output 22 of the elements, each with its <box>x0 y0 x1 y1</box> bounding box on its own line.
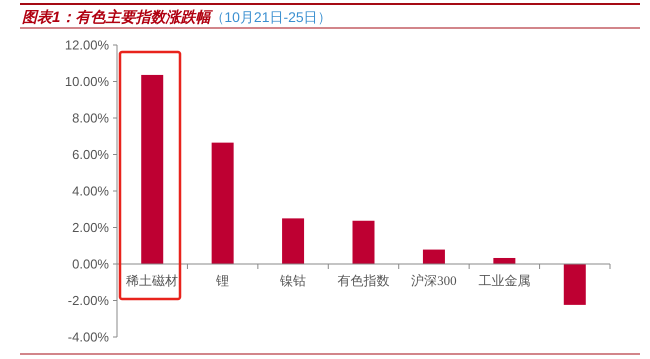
bar <box>493 258 516 264</box>
x-tick-label: 锂 <box>215 273 230 288</box>
x-tick-label: 有色指数 <box>338 273 390 288</box>
x-tick-label: 工业金属 <box>478 273 530 288</box>
bar <box>282 218 304 264</box>
x-tick-label: 镍钴 <box>279 273 306 288</box>
bar <box>352 220 374 264</box>
bar <box>422 250 445 264</box>
y-tick-label: 8.00% <box>72 110 110 126</box>
bar <box>212 142 234 264</box>
y-tick-label: 12.00% <box>64 38 110 52</box>
y-tick-label: 6.00% <box>72 147 110 162</box>
x-tick-label: 沪深300 <box>411 273 457 288</box>
y-tick-label: 2.00% <box>72 220 110 235</box>
y-tick-label: 10.00% <box>64 74 110 89</box>
y-tick-label: 4.00% <box>72 184 110 198</box>
bar <box>564 264 586 305</box>
y-tick-label: 0.00% <box>72 256 110 272</box>
y-tick-label: -2.00% <box>68 293 110 308</box>
y-tick-label: -4.00% <box>68 330 110 344</box>
bar <box>141 74 164 264</box>
x-tick-label: 稀土磁材 <box>126 273 178 288</box>
